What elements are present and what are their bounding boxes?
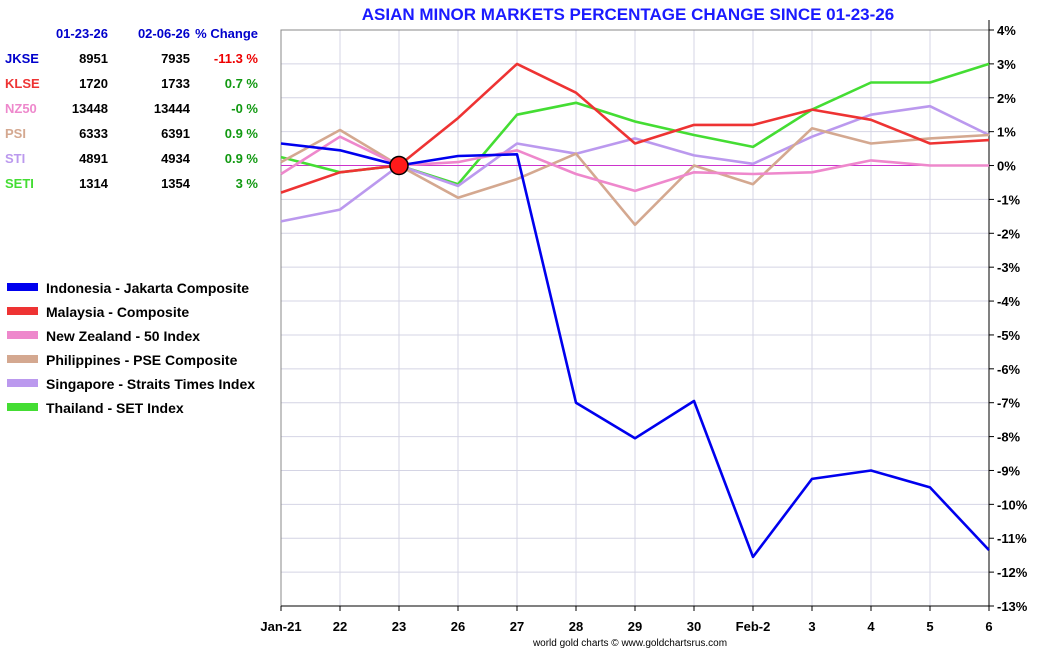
legend-label: Indonesia - Jakarta Composite bbox=[46, 280, 249, 296]
legend-label: Thailand - SET Index bbox=[46, 400, 184, 416]
y-tick-label: 0% bbox=[997, 159, 1016, 174]
x-tick-label: 29 bbox=[628, 619, 642, 634]
y-tick-label: -1% bbox=[997, 192, 1021, 207]
table-end-value: 1354 bbox=[161, 176, 191, 191]
table-start-value: 6333 bbox=[79, 126, 108, 141]
x-tick-label: 26 bbox=[451, 619, 465, 634]
legend-swatch bbox=[7, 403, 38, 411]
y-tick-label: -6% bbox=[997, 362, 1021, 377]
legend-label: Singapore - Straits Times Index bbox=[46, 376, 255, 392]
y-tick-label: -4% bbox=[997, 294, 1021, 309]
chart-title: ASIAN MINOR MARKETS PERCENTAGE CHANGE SI… bbox=[362, 5, 894, 24]
x-axis: Jan-21 22 23 26 27 28 29 30 Feb-2 3 4 5 6 bbox=[260, 605, 993, 634]
legend-label: Malaysia - Composite bbox=[46, 304, 189, 320]
legend-swatch bbox=[7, 331, 38, 339]
summary-table: 01-23-26 02-06-26 % Change JKSE 8951 7935 -11.… bbox=[5, 26, 258, 191]
table-symbol: JKSE bbox=[5, 51, 39, 66]
x-tick-label: 5 bbox=[926, 619, 933, 634]
x-tick-label: 22 bbox=[333, 619, 347, 634]
y-tick-label: -13% bbox=[997, 599, 1028, 614]
table-symbol: STI bbox=[5, 151, 25, 166]
table-header: 01-23-26 bbox=[56, 26, 108, 41]
table-start-value: 8951 bbox=[79, 51, 108, 66]
legend-swatch bbox=[7, 379, 38, 387]
y-tick-label: -2% bbox=[997, 226, 1021, 241]
y-tick-label: 1% bbox=[997, 125, 1016, 140]
y-tick-label: -5% bbox=[997, 328, 1021, 343]
table-start-value: 4891 bbox=[79, 151, 108, 166]
table-symbol: KLSE bbox=[5, 76, 40, 91]
table-change-value: 0.9 % bbox=[225, 126, 259, 141]
legend-label: Philippines - PSE Composite bbox=[46, 352, 238, 368]
x-tick-label: 23 bbox=[392, 619, 406, 634]
base-marker bbox=[389, 155, 409, 176]
y-tick-label: -10% bbox=[997, 497, 1028, 512]
x-tick-label: 6 bbox=[985, 619, 992, 634]
table-end-value: 13444 bbox=[154, 101, 191, 116]
table-end-value: 7935 bbox=[161, 51, 190, 66]
table-change-value: 0.7 % bbox=[225, 76, 259, 91]
table-start-value: 13448 bbox=[72, 101, 108, 116]
table-change-value: -0 % bbox=[231, 101, 258, 116]
x-tick-label: 3 bbox=[808, 619, 815, 634]
legend-swatch bbox=[7, 283, 38, 291]
table-end-value: 4934 bbox=[161, 151, 191, 166]
table-symbol: SETI bbox=[5, 176, 34, 191]
table-end-value: 6391 bbox=[161, 126, 190, 141]
table-symbol: PSI bbox=[5, 126, 26, 141]
y-tick-label: -12% bbox=[997, 565, 1028, 580]
table-symbol: NZ50 bbox=[5, 101, 37, 116]
table-start-value: 1314 bbox=[79, 176, 109, 191]
legend-swatch bbox=[7, 355, 38, 363]
table-change-value: 0.9 % bbox=[225, 151, 259, 166]
y-tick-label: 3% bbox=[997, 57, 1016, 72]
plot-grid bbox=[280, 29, 990, 607]
y-tick-label: -11% bbox=[997, 531, 1027, 546]
x-tick-label: Feb-2 bbox=[736, 619, 771, 634]
x-tick-label: 28 bbox=[569, 619, 583, 634]
y-tick-label: 4% bbox=[997, 23, 1016, 38]
legend-label: New Zealand - 50 Index bbox=[46, 328, 200, 344]
table-header: % Change bbox=[195, 26, 258, 41]
legend-swatch bbox=[7, 307, 38, 315]
table-change-value: 3 % bbox=[236, 176, 259, 191]
x-tick-label: 27 bbox=[510, 619, 524, 634]
chart-credit: world gold charts © www.goldchartsrus.co… bbox=[532, 638, 727, 649]
table-change-value: -11.3 % bbox=[214, 51, 259, 66]
y-tick-label: -8% bbox=[997, 430, 1021, 445]
y-axis: 4% 3% 2% 1% 0% -1% -2% -3% -4% -5% -6% -7% -8% -9% -10… bbox=[988, 20, 1028, 614]
x-tick-label: Jan-21 bbox=[260, 619, 301, 634]
y-tick-label: -3% bbox=[997, 260, 1021, 275]
y-tick-label: -7% bbox=[997, 396, 1021, 411]
legend: Indonesia - Jakarta Composite Malaysia - … bbox=[7, 280, 255, 416]
y-tick-label: -9% bbox=[997, 463, 1021, 478]
base-point-marker bbox=[389, 155, 409, 176]
table-start-value: 1720 bbox=[79, 76, 108, 91]
table-end-value: 1733 bbox=[161, 76, 190, 91]
table-header: 02-06-26 bbox=[138, 26, 190, 41]
x-tick-label: 30 bbox=[687, 619, 701, 634]
x-tick-label: 4 bbox=[867, 619, 875, 634]
y-tick-label: 2% bbox=[997, 91, 1016, 106]
